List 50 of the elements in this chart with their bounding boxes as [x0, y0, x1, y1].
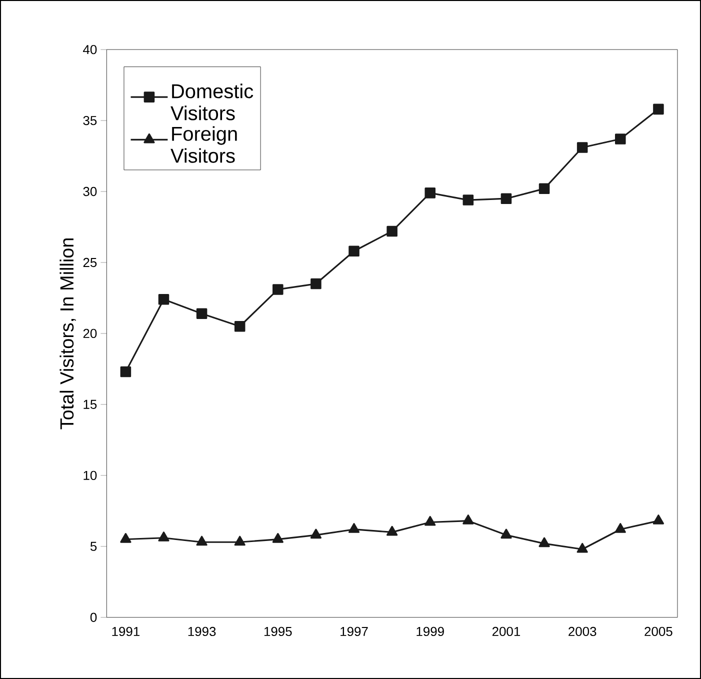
point: [652, 514, 664, 524]
point: [500, 193, 512, 204]
point: [272, 533, 284, 543]
y-tick-label: 20: [83, 328, 97, 338]
y-tick-label: 5: [90, 542, 97, 551]
legend-label: Foreign Visitors: [170, 126, 237, 163]
point: [576, 542, 588, 553]
point: [120, 533, 132, 543]
point: [158, 532, 170, 542]
point: [272, 284, 284, 295]
point: [120, 366, 132, 378]
point: [196, 308, 208, 319]
point: [386, 226, 398, 237]
point: [500, 528, 512, 539]
point: [653, 104, 664, 115]
x-tick-label: 1991: [112, 626, 140, 636]
x-tick-label: 1995: [264, 626, 292, 636]
x-tick-label: 1997: [340, 626, 368, 636]
y-tick-label: 25: [83, 258, 97, 268]
point: [348, 246, 360, 257]
point: [196, 536, 208, 546]
point: [234, 320, 246, 332]
x-tick-label: 1999: [416, 626, 444, 636]
y-tick-label: 10: [84, 470, 97, 480]
y-tick-label: 40: [83, 44, 97, 54]
point: [386, 526, 398, 536]
point: [424, 188, 436, 198]
x-tick-label: 2001: [492, 626, 520, 636]
point: [615, 134, 626, 144]
point: [538, 183, 550, 194]
point: [538, 537, 550, 548]
point: [424, 516, 436, 526]
point: [462, 514, 474, 524]
y-axis-title: Total Visitors, In Million: [60, 238, 76, 430]
point: [576, 142, 588, 153]
point: [310, 528, 322, 539]
y-tick-label: 30: [83, 186, 97, 196]
point: [462, 194, 474, 206]
point: [614, 523, 626, 533]
x-tick-label: 1993: [188, 626, 216, 636]
y-tick-label: 35: [83, 116, 97, 126]
x-tick-label: 2005: [644, 626, 672, 636]
legend-label: Domestic Visitors: [170, 84, 254, 120]
point: [310, 278, 322, 290]
point: [348, 523, 360, 533]
point: [158, 294, 170, 305]
point: [234, 536, 246, 546]
x-tick-label: 2003: [568, 626, 596, 636]
y-tick-label: 0: [90, 612, 97, 622]
y-tick-label: 15: [84, 400, 97, 409]
